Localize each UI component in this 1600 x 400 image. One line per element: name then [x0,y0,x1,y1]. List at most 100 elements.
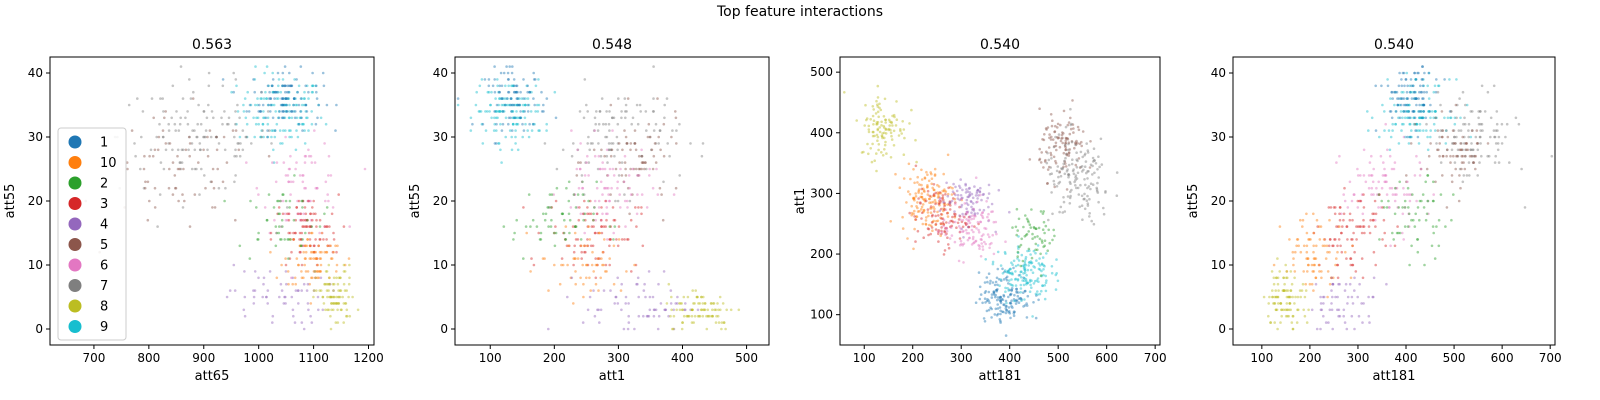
scatter-point-class-8 [665,302,669,305]
scatter-point-class-4 [689,308,692,312]
x-tick-label: 300 [1347,351,1370,365]
scatter-point-class-7 [285,206,289,209]
scatter-point-class-9 [266,103,270,107]
scatter-point-class-6 [301,180,305,184]
scatter-point-class-4 [637,295,640,299]
scatter-point-class-3 [920,187,924,191]
scatter-point-class-4 [1334,295,1337,299]
scatter-point-class-5 [1080,140,1083,144]
scatter-point-class-10 [1306,270,1309,273]
scatter-point-class-2 [1392,238,1395,241]
scatter-point-class-5 [646,135,650,139]
scatter-point-class-9 [492,129,496,132]
scatter-point-class-9 [501,110,505,113]
scatter-point-class-6 [298,212,302,216]
scatter-point-class-2 [502,225,506,228]
scatter-point-class-7 [1096,191,1100,194]
scatter-point-class-6 [575,167,579,171]
scatter-point-class-7 [233,154,236,158]
scatter-point-class-8 [336,282,340,286]
scatter-point-class-1 [1422,103,1425,107]
scatter-point-class-9 [1042,273,1045,277]
scatter-point-class-9 [1040,263,1044,266]
scatter-point-class-2 [283,238,287,241]
scatter-point-class-9 [270,84,274,88]
scatter-point-class-10 [310,276,313,280]
scatter-point-class-7 [1087,185,1091,188]
scatter-point-class-4 [643,282,646,286]
scatter-point-class-9 [515,103,519,107]
scatter-point-class-10 [582,295,585,299]
scatter-point-class-1 [992,290,996,294]
scatter-point-class-8 [347,282,351,286]
scatter-point-class-3 [930,221,934,224]
scatter-point-class-5 [1061,136,1064,140]
scatter-point-class-4 [293,321,297,324]
scatter-point-class-1 [258,110,262,113]
scatter-point-class-6 [1338,154,1341,158]
scatter-point-class-9 [310,110,314,113]
scatter-point-class-7 [589,142,593,145]
scatter-point-class-10 [912,197,915,201]
scatter-point-class-1 [990,293,994,296]
scatter-point-class-4 [282,302,286,305]
scatter-point-class-8 [1286,314,1289,318]
scatter-point-class-10 [600,257,603,260]
scatter-point-class-7 [1439,103,1442,107]
scatter-point-class-7 [600,97,604,100]
scatter-point-class-1 [500,129,504,132]
scatter-point-class-7 [239,142,242,145]
scatter-point-class-2 [548,193,552,196]
scatter-point-class-6 [1396,206,1399,209]
scatter-point-class-4 [624,295,628,299]
scatter-point-class-9 [1389,135,1393,139]
scatter-point-class-3 [1358,199,1361,203]
scatter-point-class-1 [1001,267,1004,271]
scatter-point-class-7 [149,148,153,152]
scatter-point-class-9 [1430,110,1434,113]
scatter-point-class-3 [1336,263,1340,267]
scatter-point-class-4 [1310,308,1314,312]
scatter-point-class-4 [252,289,255,292]
axes-frame [454,56,770,346]
scatter-point-class-10 [914,192,917,195]
scatter-point-class-10 [558,282,562,286]
scatter-point-class-5 [644,161,647,164]
scatter-point-class-7 [616,142,620,145]
scatter-point-class-3 [920,211,924,215]
x-tick-label: 600 [1095,351,1118,365]
scatter-point-class-4 [950,199,954,203]
scatter-point-class-8 [331,282,335,286]
scatter-point-class-6 [289,154,292,158]
scatter-point-class-3 [591,244,595,248]
scatter-point-class-1 [500,84,504,88]
scatter-point-class-9 [1414,78,1417,81]
scatter-point-class-6 [954,202,957,206]
scatter-point-class-1 [283,65,287,68]
scatter-point-class-4 [962,236,965,239]
scatter-point-class-1 [1411,110,1414,113]
scatter-point-class-7 [620,116,623,120]
scatter-point-class-9 [545,122,548,126]
scatter-point-class-3 [276,212,279,216]
scatter-point-class-8 [720,327,723,331]
scatter-point-class-10 [930,172,933,176]
scatter-point-class-10 [1315,244,1318,248]
scatter-point-class-10 [316,270,319,273]
scatter-point-class-10 [914,218,917,221]
scatter-point-class-5 [1434,180,1437,184]
scatter-point-class-3 [323,225,327,228]
scatter-point-class-8 [1301,282,1305,286]
scatter-point-class-4 [306,302,310,305]
scatter-point-class-5 [633,142,637,145]
scatter-point-class-1 [295,78,298,81]
scatter-point-class-7 [1505,122,1509,126]
scatter-point-class-7 [1046,151,1049,155]
scatter-point-class-6 [968,236,971,240]
scatter-point-class-4 [1328,308,1332,312]
scatter-point-class-10 [325,250,328,254]
scatter-point-class-6 [593,129,596,132]
scatter-point-class-10 [1302,244,1306,248]
scatter-point-class-6 [1377,206,1380,209]
scatter-point-class-7 [266,110,270,113]
